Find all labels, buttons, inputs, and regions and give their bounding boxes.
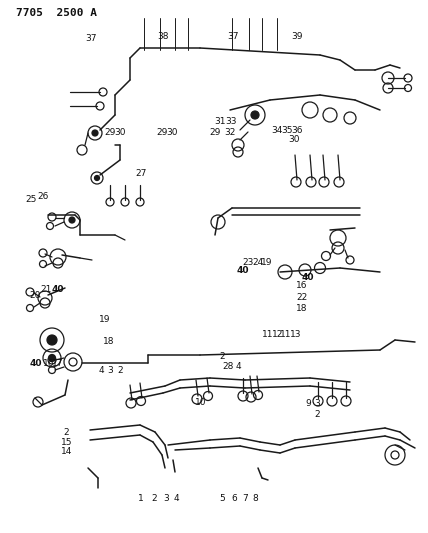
Circle shape [47,335,57,345]
Text: 3: 3 [163,494,169,503]
Text: 7705  2500 A: 7705 2500 A [16,8,97,18]
Circle shape [92,130,98,136]
Text: 28: 28 [223,362,234,371]
Text: 22: 22 [296,293,307,302]
Text: 38: 38 [157,32,168,41]
Text: 11: 11 [262,330,273,339]
Text: 33: 33 [226,117,237,126]
Text: 29: 29 [104,128,116,136]
Text: 1: 1 [138,494,144,503]
Text: 4: 4 [98,366,104,375]
Text: 36: 36 [291,126,302,135]
Text: 15: 15 [61,438,72,447]
Text: 16: 16 [43,359,54,368]
Circle shape [251,111,259,119]
Circle shape [48,354,56,361]
Text: 29: 29 [209,128,220,136]
Text: 2: 2 [63,429,69,437]
Text: 7: 7 [242,494,248,503]
Text: 17: 17 [52,359,63,368]
Text: 24: 24 [252,259,263,267]
Text: 2: 2 [315,410,321,419]
Text: 26: 26 [37,192,48,200]
Text: 27: 27 [136,169,147,177]
Text: 2: 2 [151,494,157,503]
Text: 19: 19 [262,259,273,267]
Text: 16: 16 [296,281,307,289]
Text: 40: 40 [237,266,250,275]
Text: 9: 9 [305,399,311,408]
Text: 23: 23 [243,259,254,267]
Circle shape [69,217,75,223]
Text: 31: 31 [215,117,226,126]
Text: 30: 30 [289,135,300,144]
Text: 18: 18 [296,304,307,312]
Text: 4: 4 [174,494,180,503]
Text: 40: 40 [29,359,42,368]
Text: 3: 3 [315,399,321,408]
Text: 4: 4 [235,362,241,371]
Text: 40: 40 [302,273,315,281]
Text: 30: 30 [166,128,178,136]
Text: 40: 40 [51,286,64,294]
Text: 5: 5 [220,494,226,503]
Text: 35: 35 [281,126,292,135]
Text: 2: 2 [220,352,226,360]
Text: 25: 25 [25,195,36,204]
Text: 18: 18 [104,337,115,345]
Text: 39: 39 [292,32,303,41]
Circle shape [95,175,99,181]
Text: 30: 30 [114,128,125,136]
Text: 14: 14 [61,448,72,456]
Text: 11: 11 [280,330,291,339]
Text: 32: 32 [224,128,235,136]
Text: 8: 8 [253,494,259,503]
Text: 20: 20 [30,292,41,300]
Text: 3: 3 [107,366,113,375]
Text: 37: 37 [228,32,239,41]
Text: 21: 21 [41,286,52,294]
Text: 29: 29 [156,128,167,136]
Text: 37: 37 [86,34,97,43]
Text: 2: 2 [117,366,123,375]
Text: 19: 19 [99,316,110,324]
Text: 13: 13 [290,330,301,339]
Text: 34: 34 [272,126,283,135]
Text: 6: 6 [231,494,237,503]
Text: 12: 12 [272,330,283,339]
Text: 10: 10 [196,398,207,407]
